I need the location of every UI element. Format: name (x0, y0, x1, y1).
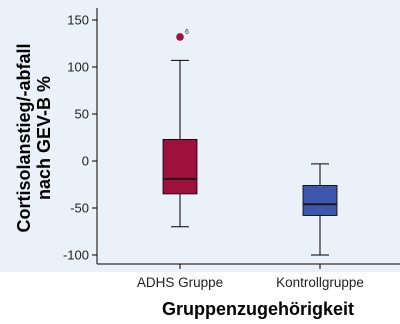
y-tick-label: -100 (63, 248, 89, 263)
x-category-label: ADHS Gruppe (137, 275, 223, 290)
box-group (302, 163, 338, 256)
y-tick-label: 150 (67, 13, 89, 28)
box-group: 6 (162, 29, 198, 228)
x-axis-title: Gruppenzugehörigkeit (162, 299, 354, 319)
y-tick-label: 0 (82, 154, 89, 169)
box-iqr (162, 138, 198, 195)
box-iqr (302, 185, 338, 216)
y-tick-label: 50 (75, 107, 89, 122)
y-tick-label: 100 (67, 60, 89, 75)
plot-area (97, 8, 400, 264)
outlier-label: 6 (185, 29, 189, 36)
outlier-point (176, 33, 184, 41)
y-tick-label: -50 (70, 201, 89, 216)
y-axis-title-line-2: nach GEV-B % (34, 76, 54, 200)
x-category-label: Kontrollgruppe (276, 275, 364, 290)
y-axis-title-line-1: Cortisolanstieg/-abfall (14, 43, 34, 232)
